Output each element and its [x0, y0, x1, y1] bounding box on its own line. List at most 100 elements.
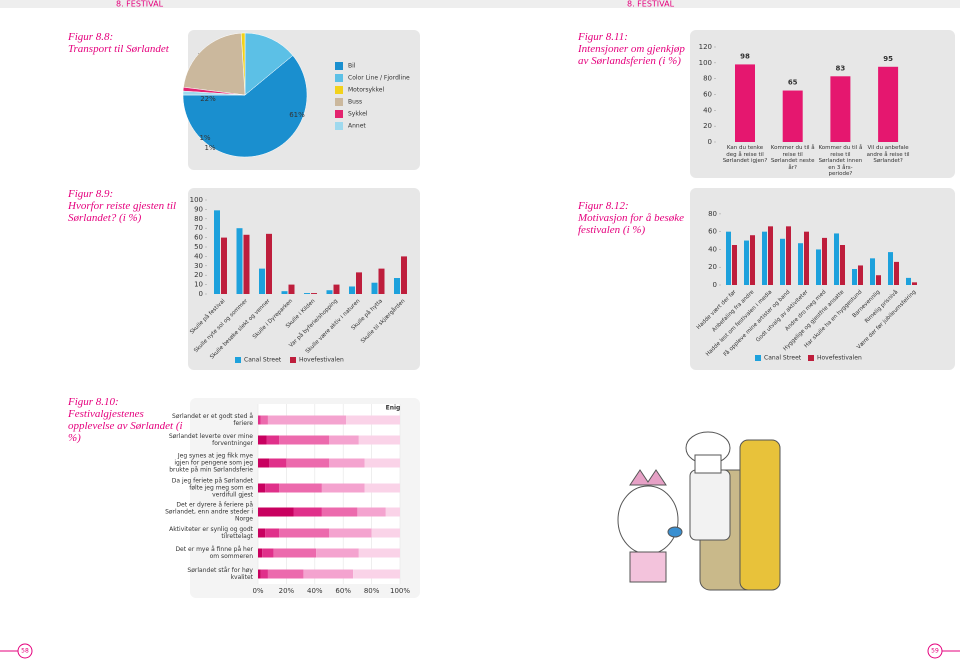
- row-label: Aktiviteter er synlig og godt tilrettela…: [169, 526, 253, 540]
- y-tick-label: 100: [190, 196, 203, 204]
- data-label: 61%: [289, 111, 305, 119]
- bar-segment: [258, 507, 294, 517]
- bar-segment: [267, 415, 347, 425]
- figure-title: Intensjoner om gjenkjøp av Sørlandsferie…: [578, 43, 685, 67]
- legend-label: Enig: [386, 405, 401, 412]
- bar-segment: [329, 435, 359, 445]
- legend-label: Motorsykkel: [348, 87, 384, 94]
- bar: [266, 233, 272, 294]
- bar: [906, 277, 911, 285]
- bar-segment: [303, 569, 354, 579]
- y-tick-label: 60: [703, 91, 712, 99]
- bar-segment: [385, 507, 400, 517]
- bar: [822, 237, 827, 285]
- bar-segment: [266, 435, 280, 445]
- bar-segment: [260, 415, 268, 425]
- bar-segment: [273, 548, 317, 558]
- bar: [243, 234, 250, 294]
- bar-segment: [258, 483, 266, 493]
- legend-swatch: [335, 62, 343, 70]
- bar-segment: [321, 483, 365, 493]
- bar: [888, 252, 893, 285]
- bar: [356, 272, 362, 294]
- legend-swatch: [290, 357, 296, 363]
- bar: [726, 231, 731, 285]
- legend-label: Hovefestivalen: [817, 355, 862, 362]
- bar-segment: [269, 458, 287, 468]
- y-tick-label: 20: [708, 263, 717, 271]
- figure-title: Hvorfor reiste gjesten til Sørlandet? (i…: [68, 200, 177, 224]
- legend-label: Bil: [348, 63, 356, 70]
- x-tick-label: Kommer du til å reise til Sørlandet inne…: [818, 145, 863, 177]
- x-tick-label: 100%: [390, 587, 410, 595]
- x-tick-label: 20%: [279, 587, 295, 595]
- bar-segment: [258, 569, 261, 579]
- bar-segment: [279, 483, 322, 493]
- legend-label: Sykkel: [348, 111, 368, 118]
- y-tick-label: 60: [194, 234, 203, 242]
- bar: [214, 210, 220, 294]
- y-tick-label: 80: [194, 215, 203, 223]
- bar: [311, 293, 317, 294]
- row-label: Da jeg feriete på Sørlandet følte jeg me…: [171, 477, 253, 499]
- data-label: 98: [740, 52, 750, 60]
- bar: [236, 228, 243, 294]
- bar: [762, 231, 767, 285]
- legend-label: Hovefestivalen: [299, 357, 344, 364]
- data-label: 1%: [204, 144, 215, 152]
- legend-label: Canal Street: [764, 355, 802, 362]
- bar: [876, 275, 881, 285]
- y-tick-label: 70: [194, 224, 203, 232]
- data-label: 83: [836, 64, 846, 72]
- data-label: 95: [883, 55, 893, 63]
- bar-segment: [279, 528, 329, 538]
- bar: [732, 245, 737, 285]
- pie-slice: [244, 32, 294, 96]
- bar-segment: [262, 548, 274, 558]
- row-label: Det er dyrere å feriere på Sørlandet, en…: [165, 501, 253, 523]
- bar: [259, 268, 265, 294]
- legend-swatch: [335, 110, 343, 118]
- bar: [786, 226, 791, 285]
- bar: [349, 286, 355, 294]
- bar-segment: [267, 569, 304, 579]
- row-label: Det er mye å finne på her om sommeren: [175, 546, 253, 560]
- y-tick-label: 0: [199, 290, 203, 298]
- data-label: 1%: [199, 134, 210, 142]
- figure-label: Figur 8.9:: [68, 188, 114, 200]
- y-tick-label: 30: [194, 262, 203, 270]
- panel: [188, 188, 420, 370]
- bar: [804, 231, 809, 285]
- bar-segment: [316, 548, 359, 558]
- figure-label: Figur 8.10:: [68, 396, 119, 408]
- y-tick-label: 100: [699, 59, 712, 67]
- bar: [816, 249, 821, 285]
- bar-segment: [258, 548, 263, 558]
- figure-title: Motivasjon for å besøke festivalen (i %): [578, 212, 685, 236]
- bar: [326, 290, 333, 294]
- bar: [782, 90, 803, 142]
- y-tick-label: 80: [708, 210, 717, 218]
- x-tick-label: 40%: [307, 587, 323, 595]
- legend-label: Buss: [348, 99, 362, 106]
- bar: [304, 293, 310, 294]
- legend-swatch: [335, 74, 343, 82]
- bar: [912, 282, 917, 285]
- bar-segment: [258, 458, 270, 468]
- figure-label: Figur 8.11:: [578, 31, 628, 43]
- page-circle: [927, 643, 943, 659]
- bar-segment: [346, 415, 400, 425]
- bar-segment: [258, 415, 261, 425]
- bar-segment: [286, 458, 329, 468]
- bar: [333, 284, 340, 294]
- figure-title: Festivalgjestenes opplevelse av Sørlande…: [68, 408, 183, 444]
- y-tick-label: 40: [194, 252, 203, 260]
- figure-label: Figur 8.12:: [578, 200, 629, 212]
- y-tick-label: 90: [194, 205, 203, 213]
- bar: [870, 258, 875, 285]
- bar: [401, 256, 407, 294]
- legend-swatch: [755, 355, 761, 361]
- bar-segment: [329, 528, 372, 538]
- bar: [798, 243, 803, 285]
